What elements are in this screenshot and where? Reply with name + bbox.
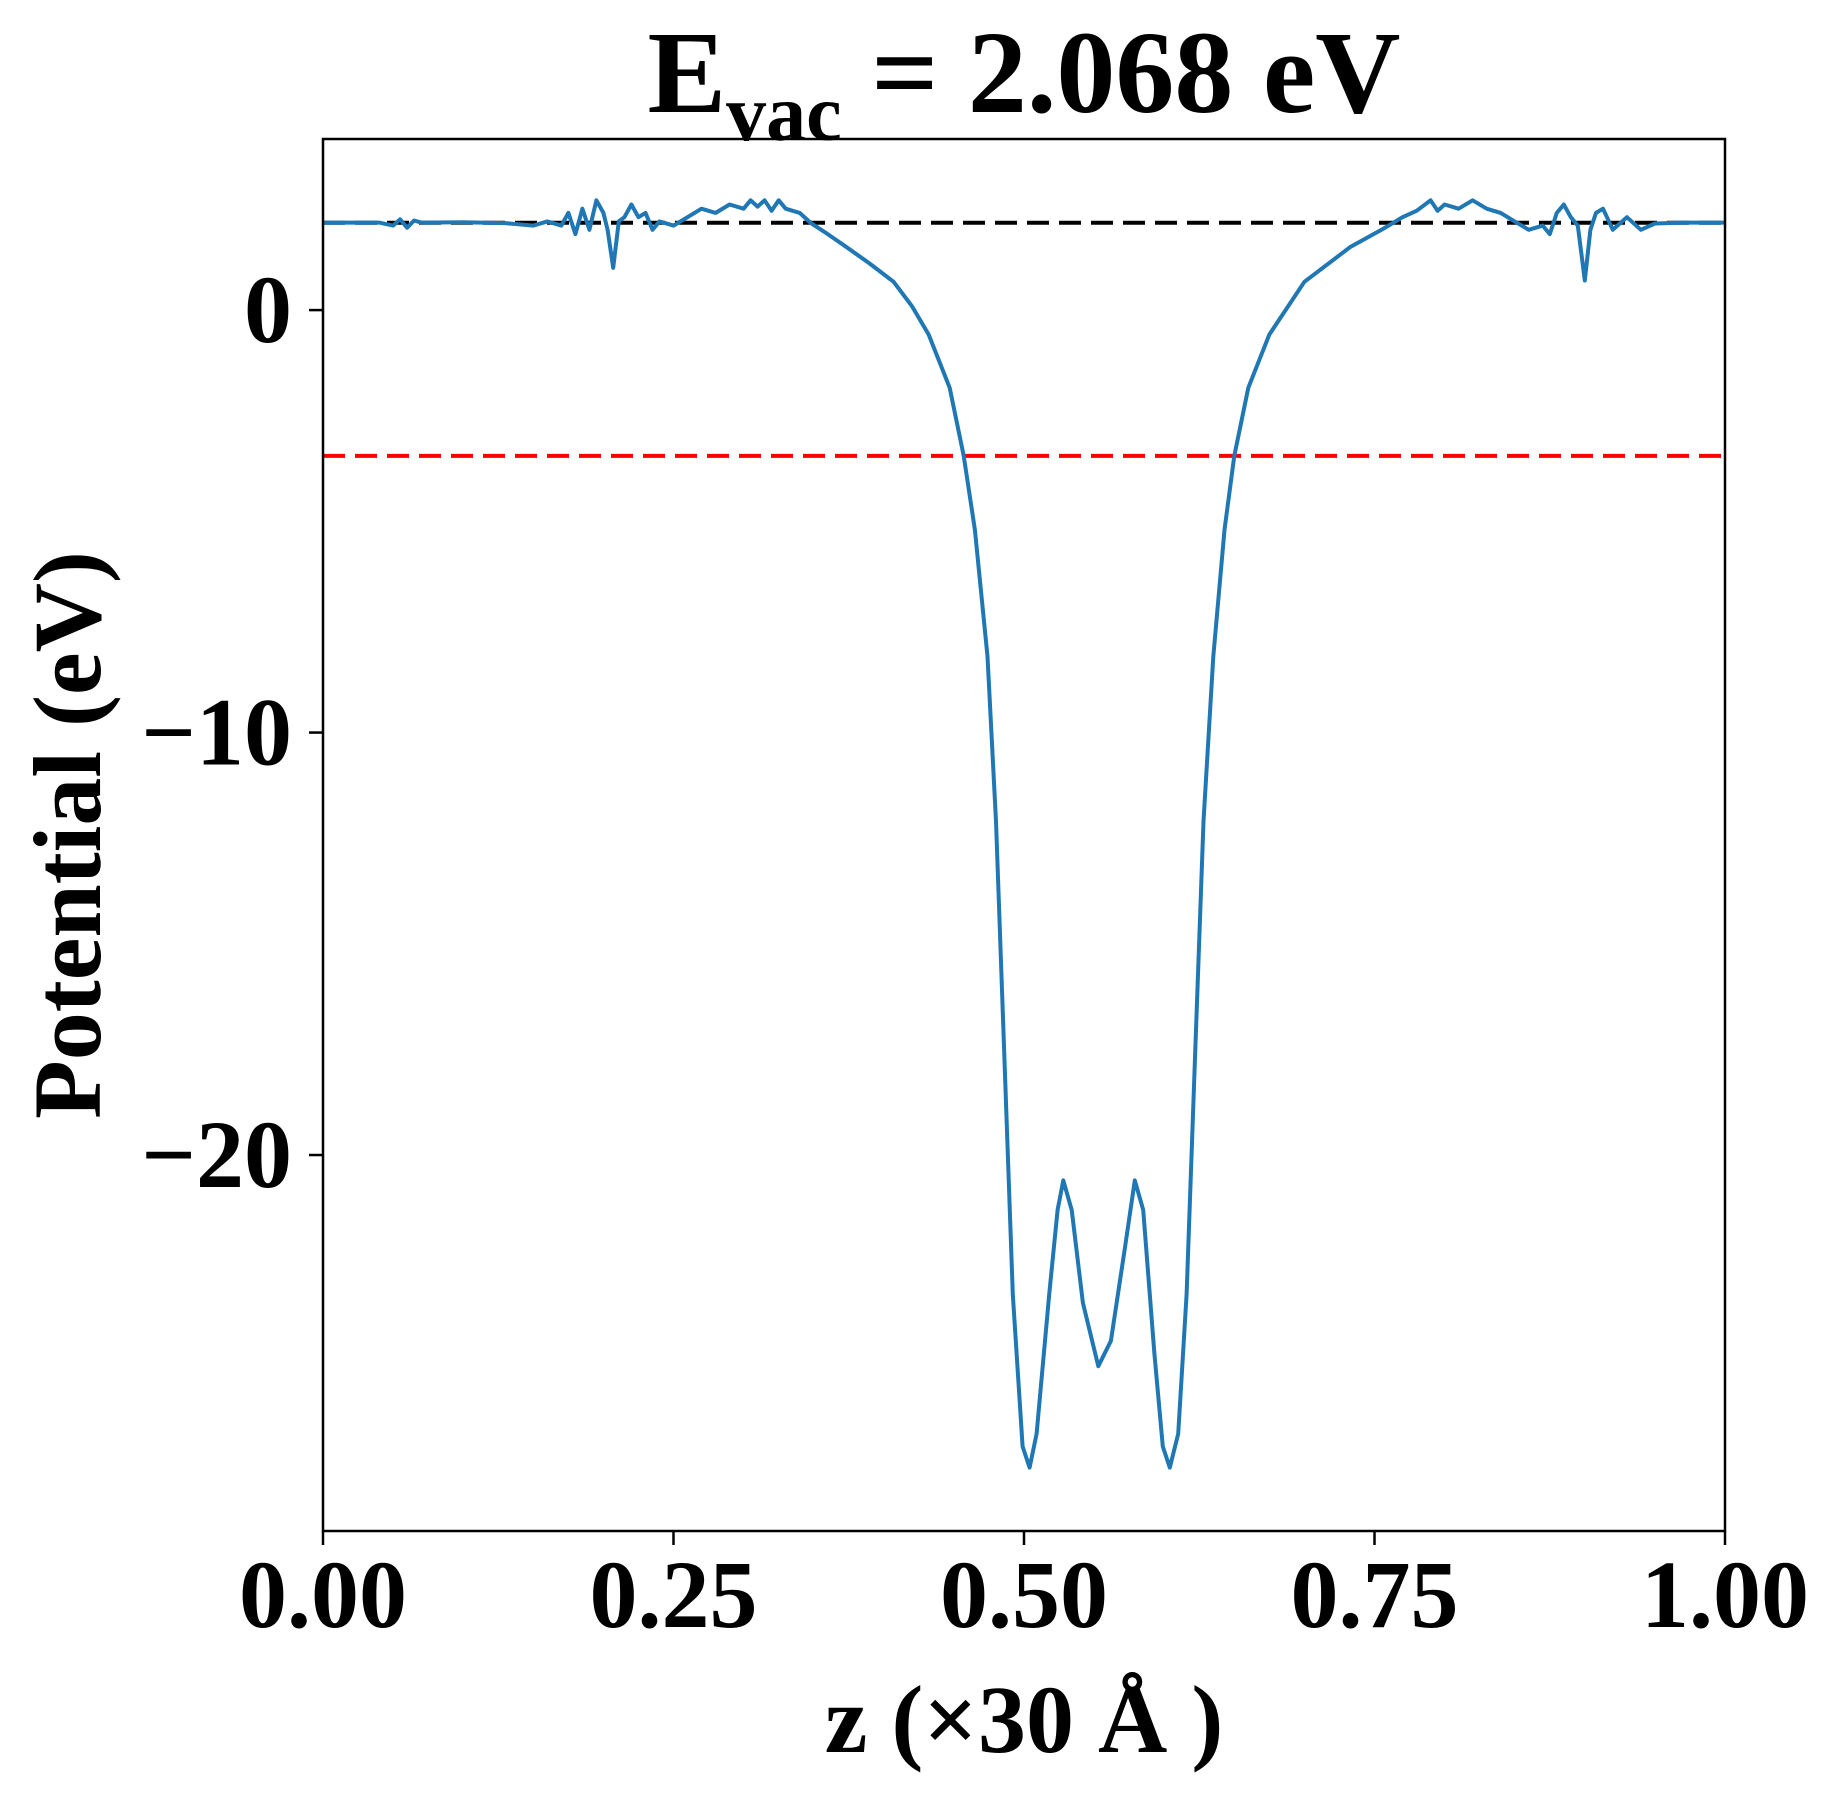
x-axis-label: z (×30 Å ) — [825, 1666, 1224, 1773]
chart-title: Evac = 2.068 eV — [647, 7, 1400, 158]
axes-frame — [321, 137, 1727, 1533]
y-tick-label: −10 — [141, 679, 292, 786]
y-axis-label: Potential (eV) — [14, 551, 121, 1119]
potential-series-line — [323, 198, 1725, 1470]
x-tick-label: 1.00 — [1641, 1541, 1809, 1648]
title-subscript: vac — [726, 70, 842, 158]
x-tick-label: 0.25 — [590, 1541, 758, 1648]
plot-area — [323, 198, 1725, 1470]
title-main: E — [647, 7, 726, 138]
x-tick-label: 0.00 — [239, 1541, 407, 1648]
y-tick-label: −20 — [141, 1101, 292, 1208]
x-tick-label: 0.50 — [940, 1541, 1108, 1648]
x-tick-label: 0.75 — [1291, 1541, 1459, 1648]
ticks: 0.00 0.25 0.50 0.75 1.00 0 −10 −20 — [141, 256, 1809, 1648]
y-tick-label: 0 — [244, 256, 292, 363]
title-rest: = 2.068 eV — [842, 7, 1401, 138]
